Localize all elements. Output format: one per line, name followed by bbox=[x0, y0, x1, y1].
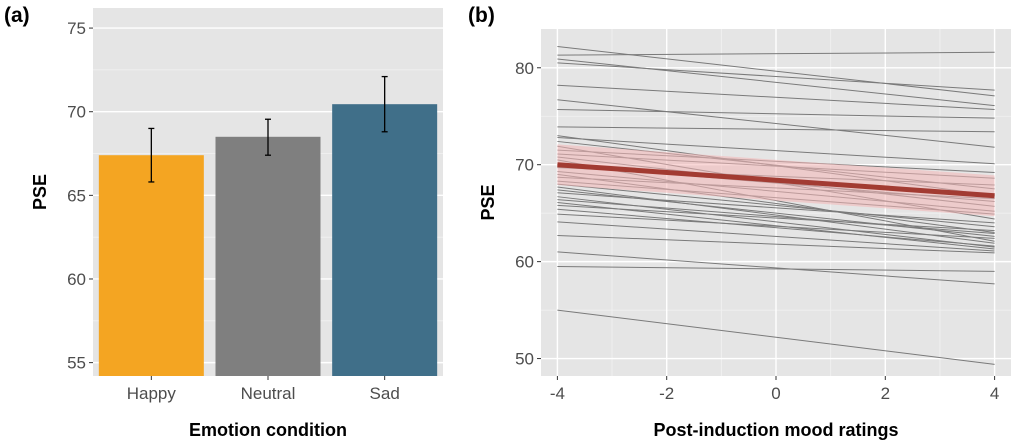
panel-a-x-axis-title: Emotion condition bbox=[189, 420, 347, 440]
x-tick-label: -4 bbox=[550, 384, 565, 403]
y-tick-label: 60 bbox=[515, 253, 534, 272]
x-tick-label: 4 bbox=[990, 384, 999, 403]
y-tick-label: 65 bbox=[67, 186, 86, 205]
participant-line bbox=[557, 62, 995, 91]
participant-line bbox=[557, 84, 995, 110]
participant-line bbox=[557, 183, 995, 228]
participant-line bbox=[557, 58, 995, 107]
participant-line bbox=[557, 51, 995, 56]
bar-sad bbox=[332, 104, 438, 376]
panel-b-y-ticks: 50 60 70 80 bbox=[515, 59, 541, 369]
panel-a-label: (a) bbox=[4, 4, 30, 27]
panel-b-x-axis-title: Post-induction mood ratings bbox=[654, 420, 899, 440]
participant-line bbox=[557, 213, 995, 239]
y-tick-label: 60 bbox=[67, 270, 86, 289]
x-tick-label: Happy bbox=[127, 384, 177, 403]
panel-a: (a) 55 60 65 70 75 Happy Neutral Sad Emotion c… bbox=[4, 4, 443, 440]
x-tick-label: -2 bbox=[659, 384, 674, 403]
participant-line bbox=[557, 99, 995, 148]
x-tick-label: 2 bbox=[881, 384, 890, 403]
participant-line bbox=[557, 234, 995, 254]
participant-line bbox=[557, 208, 995, 247]
y-tick-label: 50 bbox=[515, 350, 534, 369]
y-tick-label: 55 bbox=[67, 354, 86, 373]
panel-b-x-ticks: -4 -2 0 2 4 bbox=[550, 376, 999, 403]
participant-line bbox=[557, 137, 995, 165]
panel-b-y-axis-title: PSE bbox=[478, 184, 498, 220]
panel-a-x-ticks: Happy Neutral Sad bbox=[127, 376, 400, 403]
participant-line bbox=[557, 199, 995, 235]
y-tick-label: 70 bbox=[515, 156, 534, 175]
participant-line bbox=[557, 204, 995, 232]
panel-a-y-axis-title: PSE bbox=[30, 174, 50, 210]
bar-happy bbox=[98, 155, 204, 376]
panel-b: (b) 50 60 70 80 -4 -2 0 2 4 Post-induction mood… bbox=[468, 4, 1011, 440]
panel-a-bars bbox=[98, 104, 438, 376]
bar-neutral bbox=[215, 136, 321, 376]
y-tick-label: 70 bbox=[67, 103, 86, 122]
panel-b-mean-line bbox=[557, 162, 995, 199]
panel-a-error-bars bbox=[148, 75, 388, 183]
participant-line bbox=[557, 221, 995, 252]
panel-a-y-ticks: 55 60 65 70 75 bbox=[67, 19, 93, 373]
x-tick-label: Sad bbox=[370, 384, 400, 403]
participant-line bbox=[557, 126, 995, 133]
panel-b-label: (b) bbox=[468, 4, 495, 27]
participant-line bbox=[557, 265, 995, 272]
participant-line bbox=[557, 192, 995, 224]
x-tick-label: Neutral bbox=[241, 384, 296, 403]
y-tick-label: 75 bbox=[67, 19, 86, 38]
participant-line bbox=[557, 309, 995, 365]
participant-line bbox=[557, 108, 995, 119]
participant-line bbox=[557, 251, 995, 285]
y-tick-label: 80 bbox=[515, 59, 534, 78]
x-tick-label: 0 bbox=[771, 384, 780, 403]
